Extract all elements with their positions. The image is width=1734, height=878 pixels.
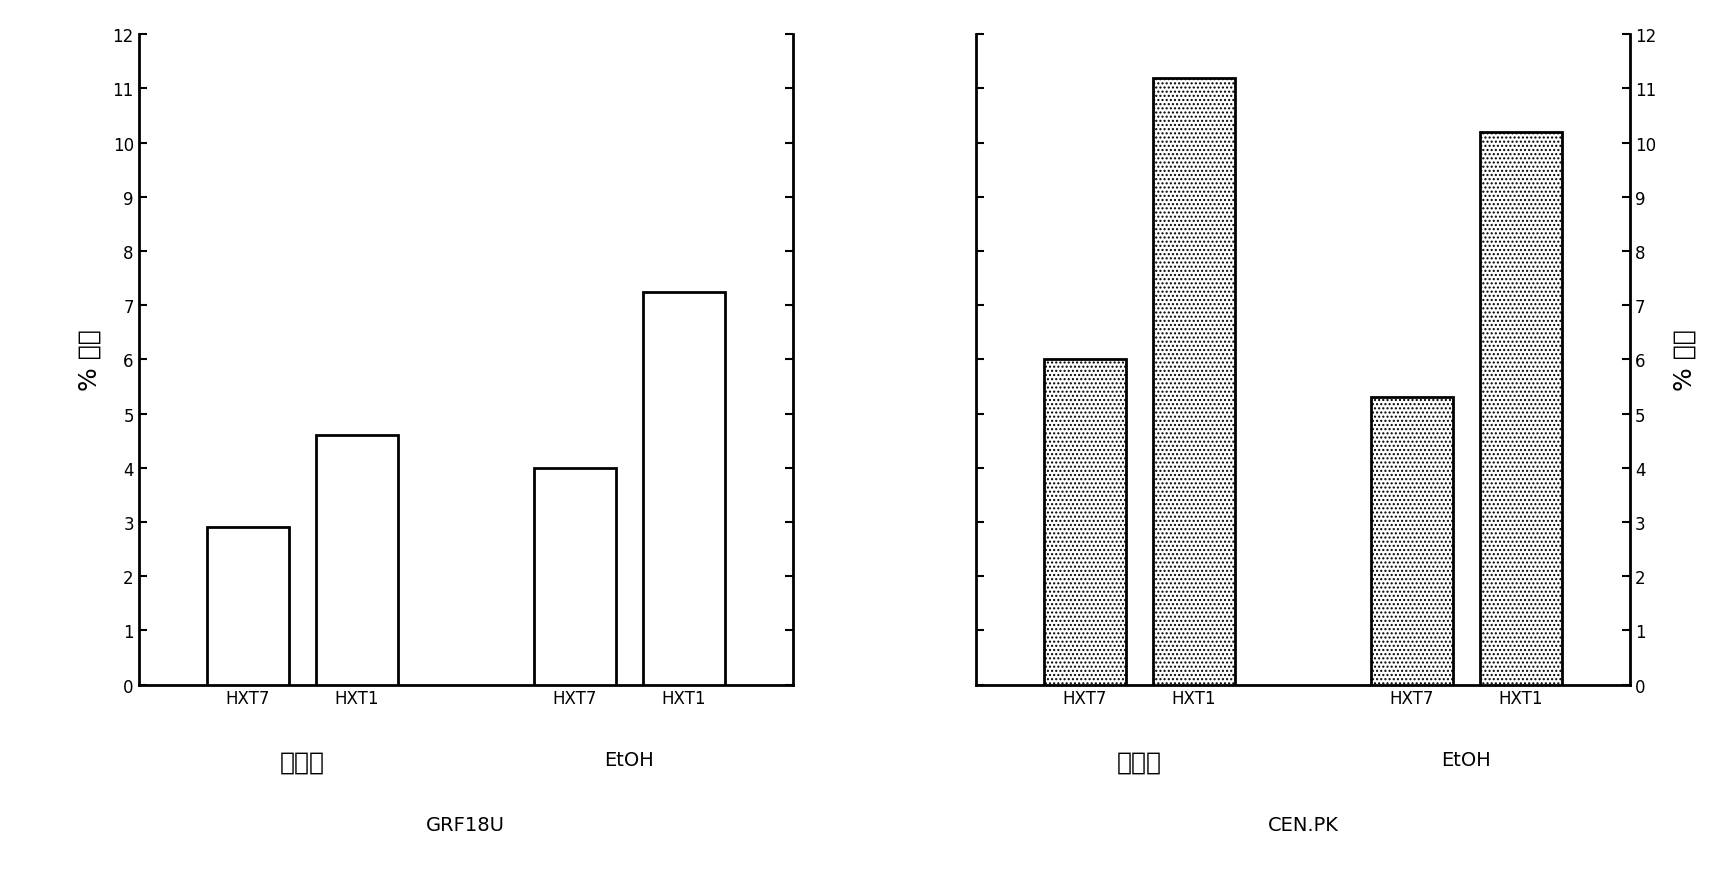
Text: 生物质: 生物质 — [279, 750, 324, 774]
Text: EtOH: EtOH — [1441, 750, 1491, 769]
Bar — [1044, 360, 1125, 685]
Bar — [1372, 398, 1453, 685]
Bar — [316, 435, 397, 685]
Text: CEN.PK: CEN.PK — [1268, 815, 1339, 834]
Bar — [206, 528, 288, 685]
Bar — [534, 468, 616, 685]
Text: 生物质: 生物质 — [1117, 750, 1162, 774]
Bar — [1481, 133, 1562, 685]
Text: GRF18U: GRF18U — [427, 815, 505, 834]
Bar — [643, 292, 725, 685]
Bar — [1153, 78, 1235, 685]
Y-axis label: % 增加: % 增加 — [78, 329, 102, 391]
Y-axis label: % 增加: % 增加 — [1673, 329, 1698, 391]
Text: EtOH: EtOH — [605, 750, 654, 769]
